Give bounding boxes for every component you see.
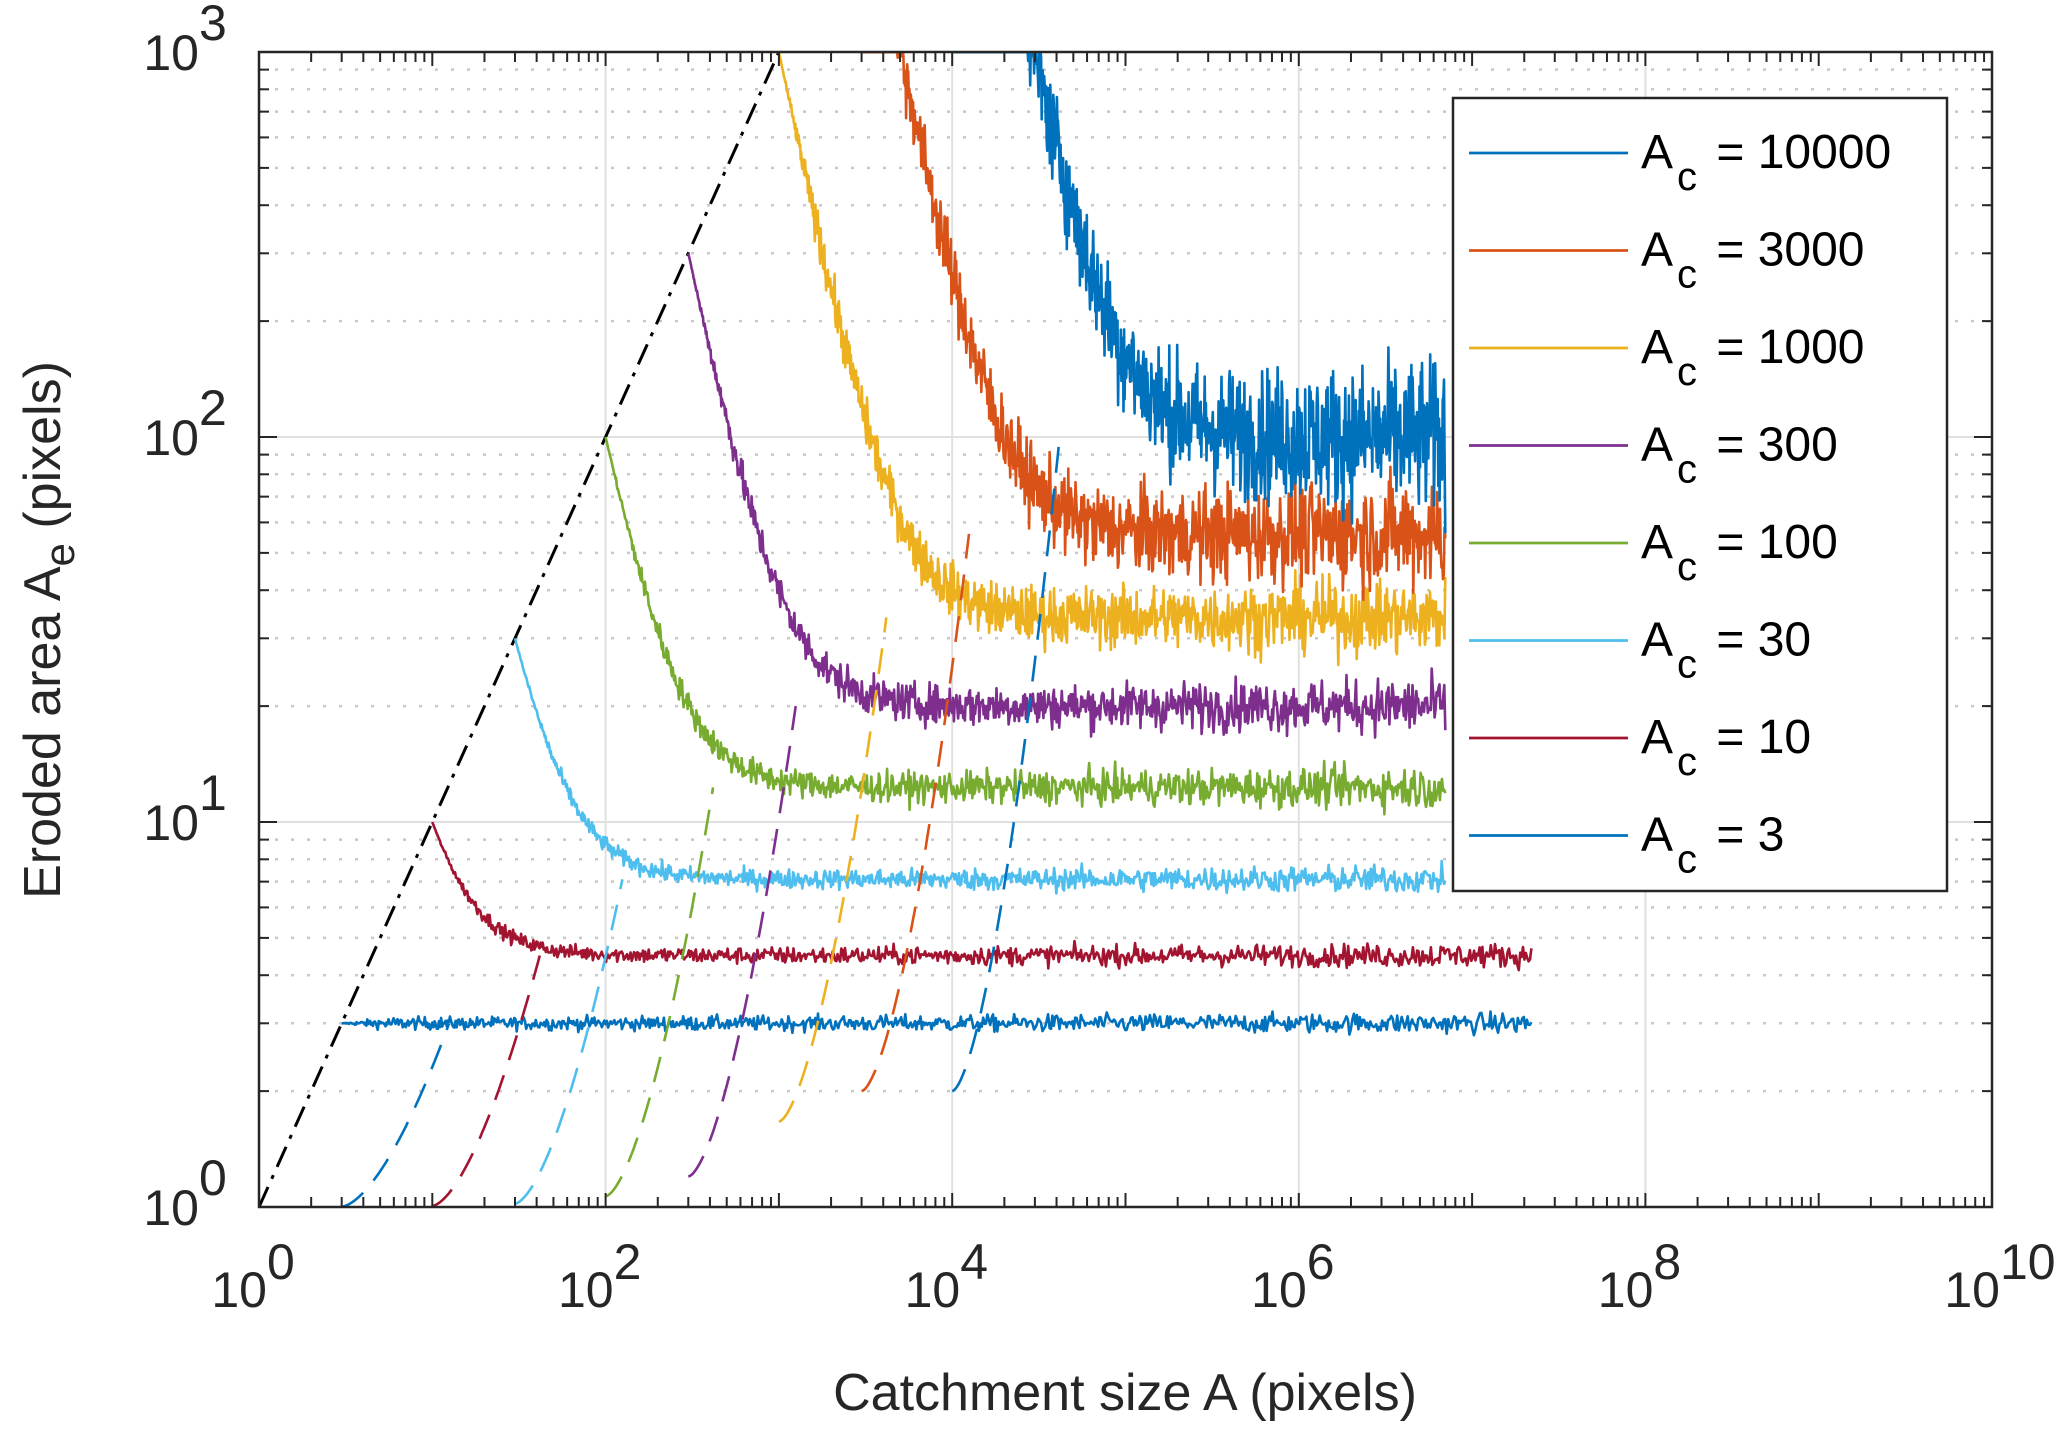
series-dashed-3 [341,1022,451,1207]
series-dashed-10 [432,955,541,1207]
y-axis-title-tail: (pixels) [14,361,72,543]
x-tick-label: 10 [211,1262,267,1318]
series-10 [431,821,1533,1207]
series-30 [513,637,1447,1205]
series-dashed-30 [514,879,624,1205]
x-tick-label: 10 [1944,1262,2000,1318]
series-3 [340,1010,1533,1207]
y-tick-label-exponent: 0 [199,1150,227,1206]
grid [259,52,1992,1207]
series-line-3000 [860,52,1447,602]
y-tick-label: 10 [143,795,199,851]
series-dashed-1000 [778,617,888,1123]
x-tick-label-exponent: 4 [960,1234,988,1290]
y-tick-label: 10 [143,410,199,466]
x-tick-label: 10 [1251,1262,1307,1318]
series-line-1000 [777,52,1447,667]
x-tick-label: 10 [1598,1262,1654,1318]
series-3000 [860,52,1447,1093]
plot-area [259,52,1533,1207]
x-tick-label-exponent: 10 [2000,1234,2056,1290]
x-tick-label: 10 [558,1262,614,1318]
y-tick-label-exponent: 3 [199,0,227,51]
x-tick-label-exponent: 0 [267,1234,295,1290]
y-tick-label-exponent: 2 [199,380,227,436]
y-axis-title-main: Eroded area A [14,566,72,899]
x-axis-title: Catchment size A (pixels) [833,1364,1417,1422]
y-axis-title: Eroded area Ae (pixels) [14,361,83,899]
reference-line [259,52,781,1207]
y-tick-label: 10 [143,1180,199,1236]
series-1000 [777,52,1447,1123]
series-dashed-100 [605,787,715,1198]
series-100 [604,436,1447,1198]
x-tick-label-exponent: 6 [1307,1234,1335,1290]
y-tick-label: 10 [143,25,199,81]
x-tick-label-exponent: 2 [614,1234,642,1290]
series-dashed-10000 [951,436,1061,1093]
x-tick-label: 10 [905,1262,961,1318]
series-line-3 [340,1010,1533,1037]
y-axis-title-sub: e [36,543,83,566]
series-line-30 [513,637,1447,895]
series-line-100 [604,436,1447,816]
y-tick-label-exponent: 1 [199,765,227,821]
x-tick-label-exponent: 8 [1653,1234,1681,1290]
series-dashed-3000 [861,533,971,1093]
legend-box [1451,96,1949,893]
series-line-10 [431,821,1533,972]
